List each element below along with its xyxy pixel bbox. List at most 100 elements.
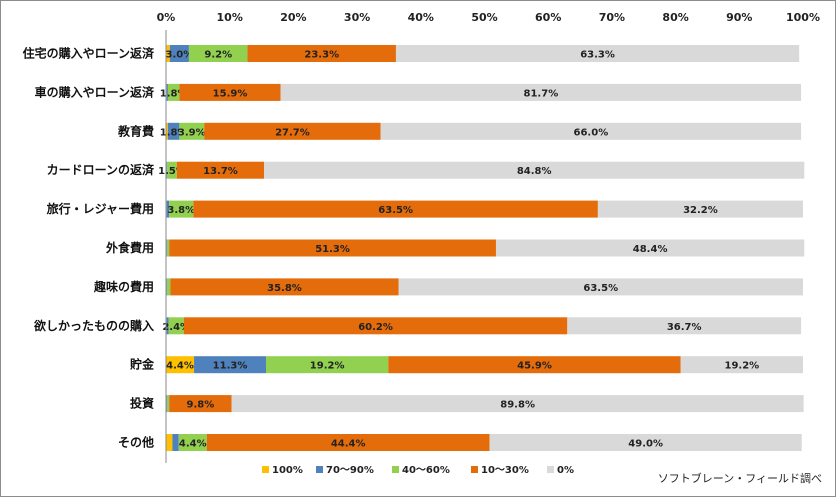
- data-label: 45.9%: [517, 361, 552, 372]
- bar-segment: [247, 45, 396, 62]
- bar-segment: [167, 395, 170, 413]
- data-label: 3.0%: [166, 50, 194, 61]
- category-label: 車の購入やローン返済: [35, 84, 155, 99]
- bar-segment: [398, 278, 803, 296]
- x-tick-label: 100%: [786, 11, 820, 24]
- data-label: 9.8%: [187, 400, 215, 411]
- data-label: 66.0%: [574, 127, 609, 138]
- legend-label: 10～30%: [481, 465, 529, 476]
- category-labels: 住宅の購入やローン返済車の購入やローン返済教育費カードローンの返済旅行・レジャー…: [23, 46, 155, 450]
- bar-segment: [166, 83, 168, 101]
- bar-segment: [489, 434, 802, 451]
- bar-segment: [194, 356, 267, 374]
- bar-segment: [193, 200, 598, 218]
- data-label: 48.4%: [633, 244, 668, 255]
- bar-segment: [169, 239, 496, 257]
- category-label: 投資: [130, 396, 154, 411]
- data-label: 15.9%: [213, 88, 248, 99]
- x-tick-label: 40%: [408, 11, 434, 24]
- bar-segment: [380, 122, 802, 140]
- data-label: 89.8%: [500, 400, 535, 411]
- data-label: 49.0%: [628, 439, 663, 450]
- bar-segment: [166, 434, 173, 451]
- bar-segment: [179, 122, 205, 140]
- data-label: 84.8%: [517, 166, 552, 177]
- bar-segment: [231, 395, 804, 413]
- x-tick-label: 0%: [157, 11, 176, 24]
- data-label: 63.5%: [378, 205, 413, 216]
- bar-segment: [166, 317, 169, 335]
- bar-segment: [166, 395, 168, 413]
- data-label: 4.4%: [166, 361, 194, 372]
- data-label: 51.3%: [315, 244, 350, 255]
- legend-swatch: [392, 466, 399, 473]
- data-label: 27.7%: [275, 127, 310, 138]
- bar-segment: [597, 200, 803, 218]
- bar-segment: [206, 434, 490, 451]
- bar-segment: [166, 200, 170, 218]
- bar-segment: [166, 45, 170, 62]
- data-label: 32.2%: [683, 205, 718, 216]
- category-label: 貯金: [130, 357, 155, 372]
- bar-segment: [280, 83, 802, 101]
- bar-segment: [167, 122, 180, 140]
- bar-segment: [176, 161, 265, 179]
- x-tick-label: 30%: [344, 11, 370, 24]
- bar-segment: [166, 356, 195, 374]
- data-label: 1.8%: [160, 88, 188, 99]
- category-label: 外食費用: [106, 240, 154, 255]
- x-tick-label: 90%: [726, 11, 752, 24]
- category-label: 住宅の購入やローン返済: [23, 46, 155, 61]
- category-label: 趣味の費用: [93, 279, 154, 294]
- data-label: 63.5%: [583, 283, 618, 294]
- x-tick-label: 60%: [535, 11, 561, 24]
- category-label: 教育費: [117, 123, 154, 138]
- source-note: ソフトブレーン・フィールド調べ: [657, 472, 822, 485]
- bar-segment: [680, 356, 803, 374]
- data-label: 63.3%: [580, 50, 615, 61]
- x-tick-label: 70%: [599, 11, 625, 24]
- x-tick-label: 50%: [471, 11, 497, 24]
- bar-segment: [172, 434, 179, 451]
- data-label: 3.8%: [167, 205, 195, 216]
- bar-segment: [167, 83, 180, 101]
- legend-label: 40～60%: [402, 465, 450, 476]
- bar-segment: [266, 356, 389, 374]
- data-label: 9.2%: [204, 50, 232, 61]
- bar-segment: [168, 317, 184, 335]
- legend-swatch: [547, 466, 554, 473]
- bar-segment: [166, 161, 168, 179]
- data-label: 3.9%: [178, 127, 206, 138]
- x-tick-label: 20%: [280, 11, 306, 24]
- x-tick-label: 10%: [217, 11, 243, 24]
- bar-segment: [188, 45, 248, 62]
- data-label: 60.2%: [358, 322, 393, 333]
- data-label: 1.5%: [158, 166, 186, 177]
- bar-segment: [388, 356, 681, 374]
- bar-segment: [495, 239, 805, 257]
- data-label: 1.8%: [160, 127, 188, 138]
- x-tick-label: 80%: [662, 11, 688, 24]
- data-label: 19.2%: [310, 361, 345, 372]
- data-label: 36.7%: [667, 322, 702, 333]
- data-label: 35.8%: [267, 283, 302, 294]
- data-label: 44.4%: [331, 439, 366, 450]
- data-label: 81.7%: [524, 88, 559, 99]
- legend: 100% 70～90% 40～60% 10～30% 0%: [262, 465, 574, 476]
- bar-segment: [167, 161, 177, 179]
- data-label: 4.4%: [179, 439, 207, 450]
- data-label: 23.3%: [304, 50, 339, 61]
- legend-label: 0%: [557, 465, 574, 476]
- legend-swatch: [262, 466, 269, 473]
- bar-segment: [170, 278, 399, 296]
- bar-segment: [395, 45, 800, 62]
- bar-segment: [264, 161, 805, 179]
- data-label: 2.4%: [162, 322, 190, 333]
- bar-segment: [567, 317, 802, 335]
- bar-segment: [167, 239, 170, 257]
- bar-segment: [167, 278, 171, 296]
- legend-swatch: [471, 466, 478, 473]
- bar-segment: [166, 278, 168, 296]
- bar-segment: [169, 200, 194, 218]
